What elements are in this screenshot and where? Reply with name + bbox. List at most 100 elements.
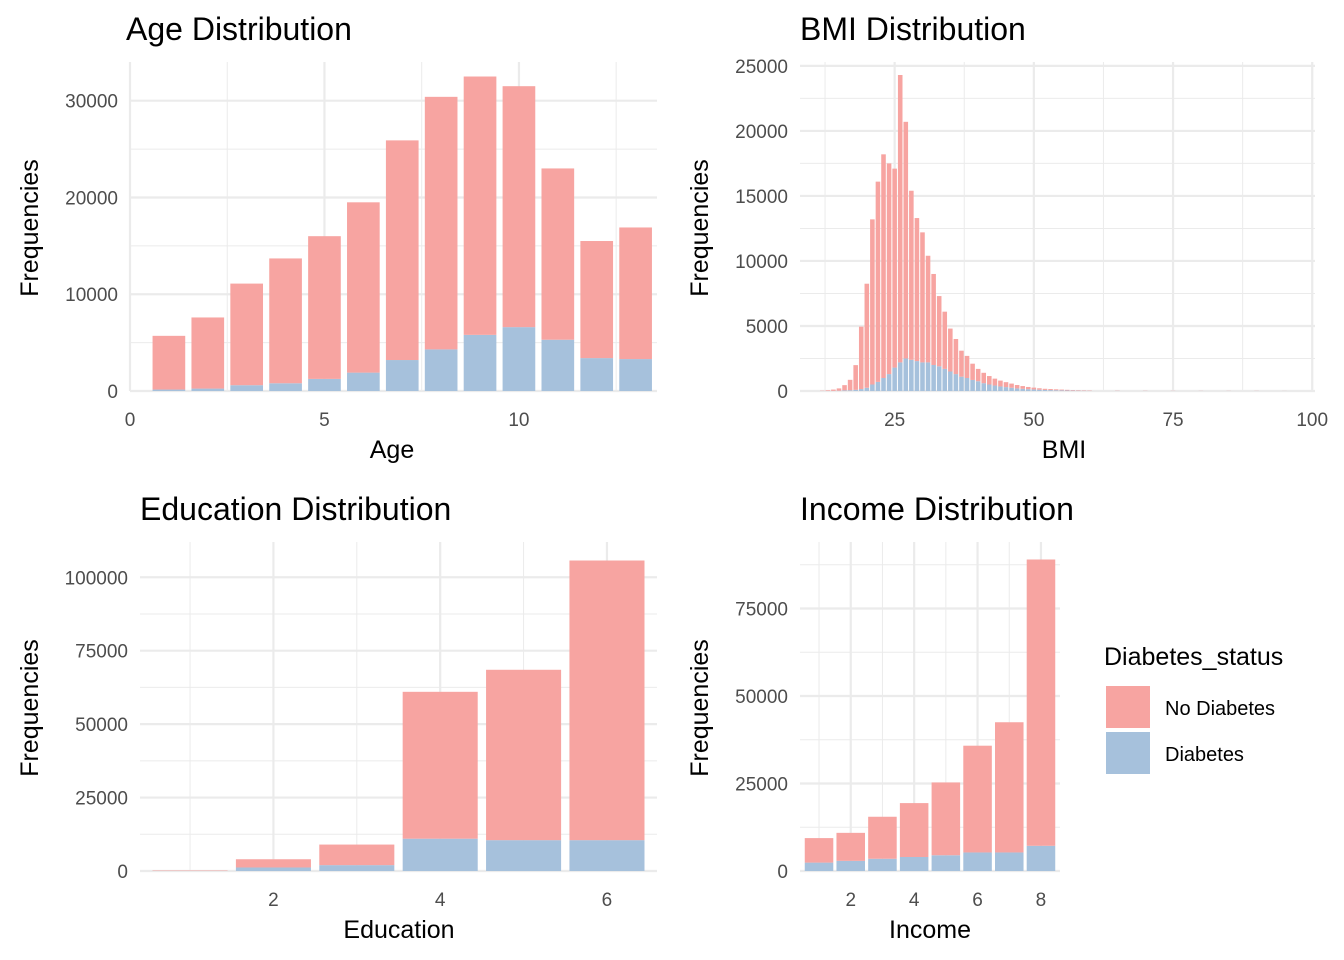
y-tick-label: 0 xyxy=(777,862,788,883)
bar-diabetes xyxy=(804,862,834,871)
bar-no-diabetes xyxy=(1042,388,1048,390)
legend-label-no-diabetes: No Diabetes xyxy=(1165,698,1275,720)
legend: Diabetes_status No Diabetes Diabetes xyxy=(1104,643,1283,774)
bar-diabetes xyxy=(875,381,881,391)
plot-area: 25 50 75 100 0 5000 10000 15000 20000 25000 xyxy=(735,57,1328,431)
bar-diabetes xyxy=(881,377,886,391)
y-tick-label: 75000 xyxy=(75,642,128,663)
bar-diabetes xyxy=(1064,390,1070,391)
bar-diabetes xyxy=(1053,390,1059,391)
bar-no-diabetes xyxy=(402,691,478,839)
bar-no-diabetes xyxy=(541,168,575,340)
bar-diabetes xyxy=(870,384,875,391)
y-axis-title: Frequencies xyxy=(16,159,44,297)
bar-diabetes xyxy=(319,865,395,871)
bar-diabetes xyxy=(964,377,970,391)
bar-no-diabetes xyxy=(959,350,964,377)
bar-diabetes xyxy=(914,361,920,391)
bar-diabetes xyxy=(903,358,909,391)
legend-label-diabetes: Diabetes xyxy=(1165,744,1244,766)
bar-no-diabetes xyxy=(836,832,865,861)
y-tick-label: 25000 xyxy=(735,775,788,796)
bar-no-diabetes xyxy=(875,181,881,382)
bar-no-diabetes xyxy=(347,202,380,373)
x-tick-label: 100 xyxy=(1296,410,1328,431)
bar-diabetes xyxy=(931,855,961,871)
bar-no-diabetes xyxy=(842,385,847,391)
bar-diabetes xyxy=(541,339,575,391)
y-axis-title: Frequencies xyxy=(686,639,714,777)
bar-no-diabetes xyxy=(152,335,186,390)
bar-diabetes xyxy=(981,383,987,391)
bar-no-diabetes xyxy=(892,168,897,368)
bar-diabetes xyxy=(619,359,652,391)
bar-diabetes xyxy=(308,378,341,391)
panel-education: Education Distribution Education Frequen… xyxy=(16,491,657,944)
bar-no-diabetes xyxy=(987,376,992,385)
bar-diabetes xyxy=(963,852,992,871)
x-tick-label: 4 xyxy=(435,890,446,911)
bar-diabetes xyxy=(502,327,536,391)
bar-no-diabetes xyxy=(853,365,858,390)
bar-diabetes xyxy=(995,852,1024,871)
bar-diabetes xyxy=(948,371,953,391)
bar-diabetes xyxy=(858,389,864,391)
y-tick-label: 25000 xyxy=(735,57,788,78)
bar-no-diabetes xyxy=(953,338,959,375)
bar-diabetes xyxy=(580,358,614,391)
x-tick-label: 75 xyxy=(1162,410,1183,431)
bar-diabetes xyxy=(868,858,897,871)
bar-no-diabetes xyxy=(580,241,614,359)
x-tick-label: 4 xyxy=(909,890,920,911)
bar-no-diabetes xyxy=(569,560,645,841)
y-tick-label: 10000 xyxy=(65,285,118,306)
y-tick-label: 30000 xyxy=(65,92,118,113)
x-tick-label: 0 xyxy=(125,410,136,431)
bar-no-diabetes xyxy=(1009,383,1014,388)
bar-no-diabetes xyxy=(975,368,981,382)
x-tick-label: 2 xyxy=(845,890,856,911)
panel-age: Age Distribution Age Frequencies 0 5 10 0 10… xyxy=(16,11,657,464)
legend-swatch-no-diabetes xyxy=(1106,686,1150,728)
bar-no-diabetes xyxy=(903,121,909,359)
bar-no-diabetes xyxy=(868,816,897,859)
bar-no-diabetes xyxy=(463,76,497,335)
bar-diabetes xyxy=(970,379,975,391)
y-tick-label: 75000 xyxy=(735,600,788,621)
bar-diabetes xyxy=(1014,388,1020,391)
bar-diabetes xyxy=(899,857,929,871)
bar-diabetes xyxy=(897,362,903,391)
bar-diabetes xyxy=(230,385,264,391)
y-tick-label: 0 xyxy=(107,382,118,403)
bar-diabetes xyxy=(1042,389,1048,391)
bar-no-diabetes xyxy=(899,803,929,857)
chart-title: Education Distribution xyxy=(140,491,451,527)
panel-bmi: BMI Distribution BMI Frequencies 25 50 75 1… xyxy=(686,11,1328,464)
legend-title: Diabetes_status xyxy=(1104,643,1283,671)
bar-no-diabetes xyxy=(319,844,395,866)
bar-no-diabetes xyxy=(998,380,1003,387)
bar-diabetes xyxy=(235,867,311,871)
bar-diabetes xyxy=(486,840,562,871)
bar-diabetes xyxy=(909,359,914,391)
x-axis-title: Age xyxy=(370,436,414,464)
legend-swatch-diabetes xyxy=(1106,732,1150,774)
chart-title: Income Distribution xyxy=(800,491,1074,527)
bar-diabetes xyxy=(1025,389,1031,391)
bar-no-diabetes xyxy=(909,190,914,360)
bar-diabetes xyxy=(920,362,925,391)
x-tick-label: 5 xyxy=(319,410,330,431)
bar-no-diabetes xyxy=(992,378,998,386)
chart-title: Age Distribution xyxy=(126,11,352,47)
bar-no-diabetes xyxy=(936,296,942,367)
x-tick-label: 6 xyxy=(972,890,983,911)
bar-no-diabetes xyxy=(995,722,1024,853)
x-axis-title: BMI xyxy=(1042,436,1086,464)
y-tick-label: 25000 xyxy=(75,789,128,810)
bar-diabetes xyxy=(463,334,497,391)
bar-diabetes xyxy=(1037,389,1042,391)
bar-diabetes xyxy=(347,372,380,391)
bar-diabetes xyxy=(975,381,981,391)
bar-no-diabetes xyxy=(235,859,311,868)
